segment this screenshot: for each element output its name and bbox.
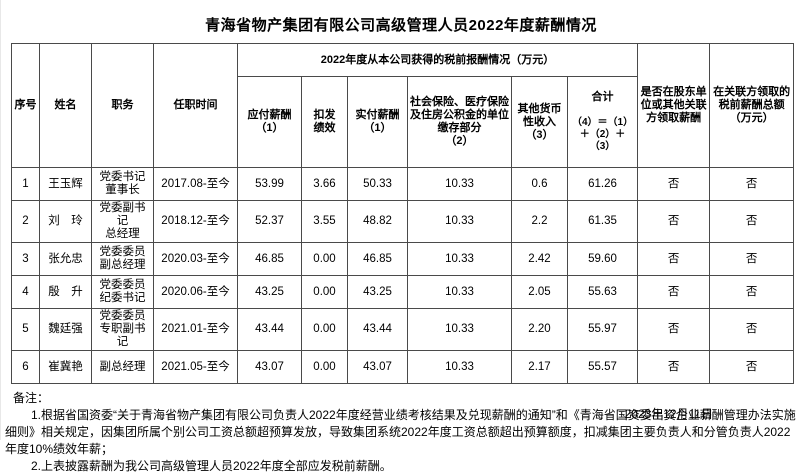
cell-actual: 48.82 — [347, 200, 408, 243]
col-header-social: 社会保险、医疗保险及住房公积金的单位缴存部分 （2） — [407, 76, 512, 168]
cell-related-pay: 否 — [637, 242, 711, 276]
notes-section: 备注： 1.根据省国资委“关于青海省物产集团有限公司负责人2022年度经营业绩考… — [5, 390, 800, 475]
table-row: 2 刘 玲 党委副书记 总经理 2018.12-至今 52.37 3.55 48… — [11, 200, 795, 243]
cell-other: 2.05 — [511, 275, 568, 309]
notes-label: 备注： — [13, 391, 50, 405]
cell-name: 刘 玲 — [39, 200, 92, 243]
cell-related-amount: 否 — [709, 275, 795, 309]
cell-total: 55.97 — [566, 308, 639, 351]
col-header-title: 职务 — [91, 43, 154, 168]
cell-title: 副总经理 — [91, 350, 154, 384]
cell-related-amount: 否 — [709, 242, 795, 276]
cell-deducted: 0.00 — [301, 275, 348, 309]
cell-name: 魏廷强 — [39, 308, 92, 351]
col-header-group: 2022年度从本公司获得的税前报酬情况（万元） — [236, 43, 639, 77]
cell-title: 党委书记 董事长 — [91, 167, 154, 201]
col-header-actual: 实付薪酬 （1） — [347, 76, 408, 168]
cell-payable: 43.44 — [237, 308, 302, 351]
cell-tenure: 2021.05-至今 — [153, 350, 238, 384]
cell-tenure: 2020.03-至今 — [153, 242, 238, 276]
table-row: 1 王玉辉 党委书记 董事长 2017.08-至今 53.99 3.66 50.… — [11, 167, 795, 201]
cell-title: 党委副书记 总经理 — [91, 200, 154, 243]
cell-other: 0.6 — [511, 167, 568, 201]
cell-tenure: 2017.08-至今 — [153, 167, 238, 201]
table-row: 4 殷 升 党委委员 纪委书记 2020.06-至今 43.25 0.00 43… — [11, 275, 795, 309]
col-header-name: 姓名 — [39, 43, 92, 168]
cell-other: 2.42 — [511, 242, 568, 276]
cell-tenure: 2020.06-至今 — [153, 275, 238, 309]
cell-name: 崔冀艳 — [39, 350, 92, 384]
cell-social: 10.33 — [407, 350, 512, 384]
note-item-2: 2.上表披露薪酬为我公司高级管理人员2022年度全部应发税前薪酬。 — [31, 459, 392, 473]
cell-related-amount: 否 — [709, 200, 795, 243]
cell-total: 61.35 — [566, 200, 639, 243]
cell-related-pay: 否 — [637, 167, 711, 201]
cell-deducted: 3.55 — [301, 200, 348, 243]
cell-social: 10.33 — [407, 275, 512, 309]
col-header-total-formula: （4）＝（1）＋（2）＋（3） — [571, 117, 634, 152]
col-header-deducted: 扣发 绩效 — [301, 76, 348, 168]
salary-table: 序号 姓名 职务 任职时间 2022年度从本公司获得的税前报酬情况（万元） 是否… — [11, 43, 795, 384]
cell-other: 2.17 — [511, 350, 568, 384]
cell-social: 10.33 — [407, 242, 512, 276]
cell-actual: 43.07 — [347, 350, 408, 384]
cell-social: 10.33 — [407, 308, 512, 351]
cell-social: 10.33 — [407, 200, 512, 243]
cell-deducted: 0.00 — [301, 350, 348, 384]
cell-related-amount: 否 — [709, 308, 795, 351]
cell-payable: 46.85 — [237, 242, 302, 276]
cell-actual: 43.44 — [347, 308, 408, 351]
cell-seq: 3 — [11, 242, 40, 276]
col-header-other: 其他货币性收入 （3） — [511, 76, 568, 168]
cell-name: 王玉辉 — [39, 167, 92, 201]
cell-actual: 50.33 — [347, 167, 408, 201]
cell-actual: 46.85 — [347, 242, 408, 276]
col-header-related-amount: 在关联方领取的税前薪酬总额（万元） — [709, 43, 795, 168]
cell-name: 张允忠 — [39, 242, 92, 276]
col-header-related-pay: 是否在股东单位或其他关联方领取薪酬 — [637, 43, 711, 168]
cell-related-amount: 否 — [709, 350, 795, 384]
cell-seq: 1 — [11, 167, 40, 201]
table-row: 3 张允忠 党委委员 副总经理 2020.03-至今 46.85 0.00 46… — [11, 242, 795, 276]
cell-tenure: 2018.12-至今 — [153, 200, 238, 243]
cell-name: 殷 升 — [39, 275, 92, 309]
col-header-seq: 序号 — [11, 43, 40, 168]
cell-deducted: 3.66 — [301, 167, 348, 201]
cell-total: 61.26 — [566, 167, 639, 201]
cell-tenure: 2021.01-至今 — [153, 308, 238, 351]
cell-related-pay: 否 — [637, 200, 711, 243]
cell-deducted: 0.00 — [301, 308, 348, 351]
cell-related-pay: 否 — [637, 308, 711, 351]
col-header-payable: 应付薪酬 （1） — [237, 76, 302, 168]
col-header-total-label: 合计 — [591, 91, 614, 103]
page-title: 青海省物产集团有限公司高级管理人员2022年度薪酬情况 — [205, 17, 597, 34]
cell-title: 党委委员 纪委书记 — [91, 275, 154, 309]
cell-total: 59.60 — [566, 242, 639, 276]
cell-seq: 5 — [11, 308, 40, 351]
cell-related-amount: 否 — [709, 167, 795, 201]
col-header-total: 合计 （4）＝（1）＋（2）＋（3） — [566, 76, 639, 168]
cell-seq: 2 — [11, 200, 40, 243]
cell-title: 党委委员 专职副书记 — [91, 308, 154, 351]
cell-total: 55.63 — [566, 275, 639, 309]
cell-seq: 6 — [11, 350, 40, 384]
cell-actual: 43.25 — [347, 275, 408, 309]
cell-other: 2.20 — [511, 308, 568, 351]
table-row: 6 崔冀艳 副总经理 2021.05-至今 43.07 0.00 43.07 1… — [11, 350, 795, 384]
cell-payable: 52.37 — [237, 200, 302, 243]
cell-payable: 43.25 — [237, 275, 302, 309]
col-header-tenure: 任职时间 — [153, 43, 238, 168]
cell-total: 55.57 — [566, 350, 639, 384]
cell-payable: 43.07 — [237, 350, 302, 384]
cell-payable: 53.99 — [237, 167, 302, 201]
cell-social: 10.33 — [407, 167, 512, 201]
cell-other: 2.2 — [511, 200, 568, 243]
cell-title: 党委委员 副总经理 — [91, 242, 154, 276]
document-date: 2023年12月11日 — [624, 407, 713, 421]
cell-related-pay: 否 — [637, 350, 711, 384]
cell-deducted: 0.00 — [301, 242, 348, 276]
table-row: 5 魏廷强 党委委员 专职副书记 2021.01-至今 43.44 0.00 4… — [11, 308, 795, 351]
cell-seq: 4 — [11, 275, 40, 309]
cell-related-pay: 否 — [637, 275, 711, 309]
